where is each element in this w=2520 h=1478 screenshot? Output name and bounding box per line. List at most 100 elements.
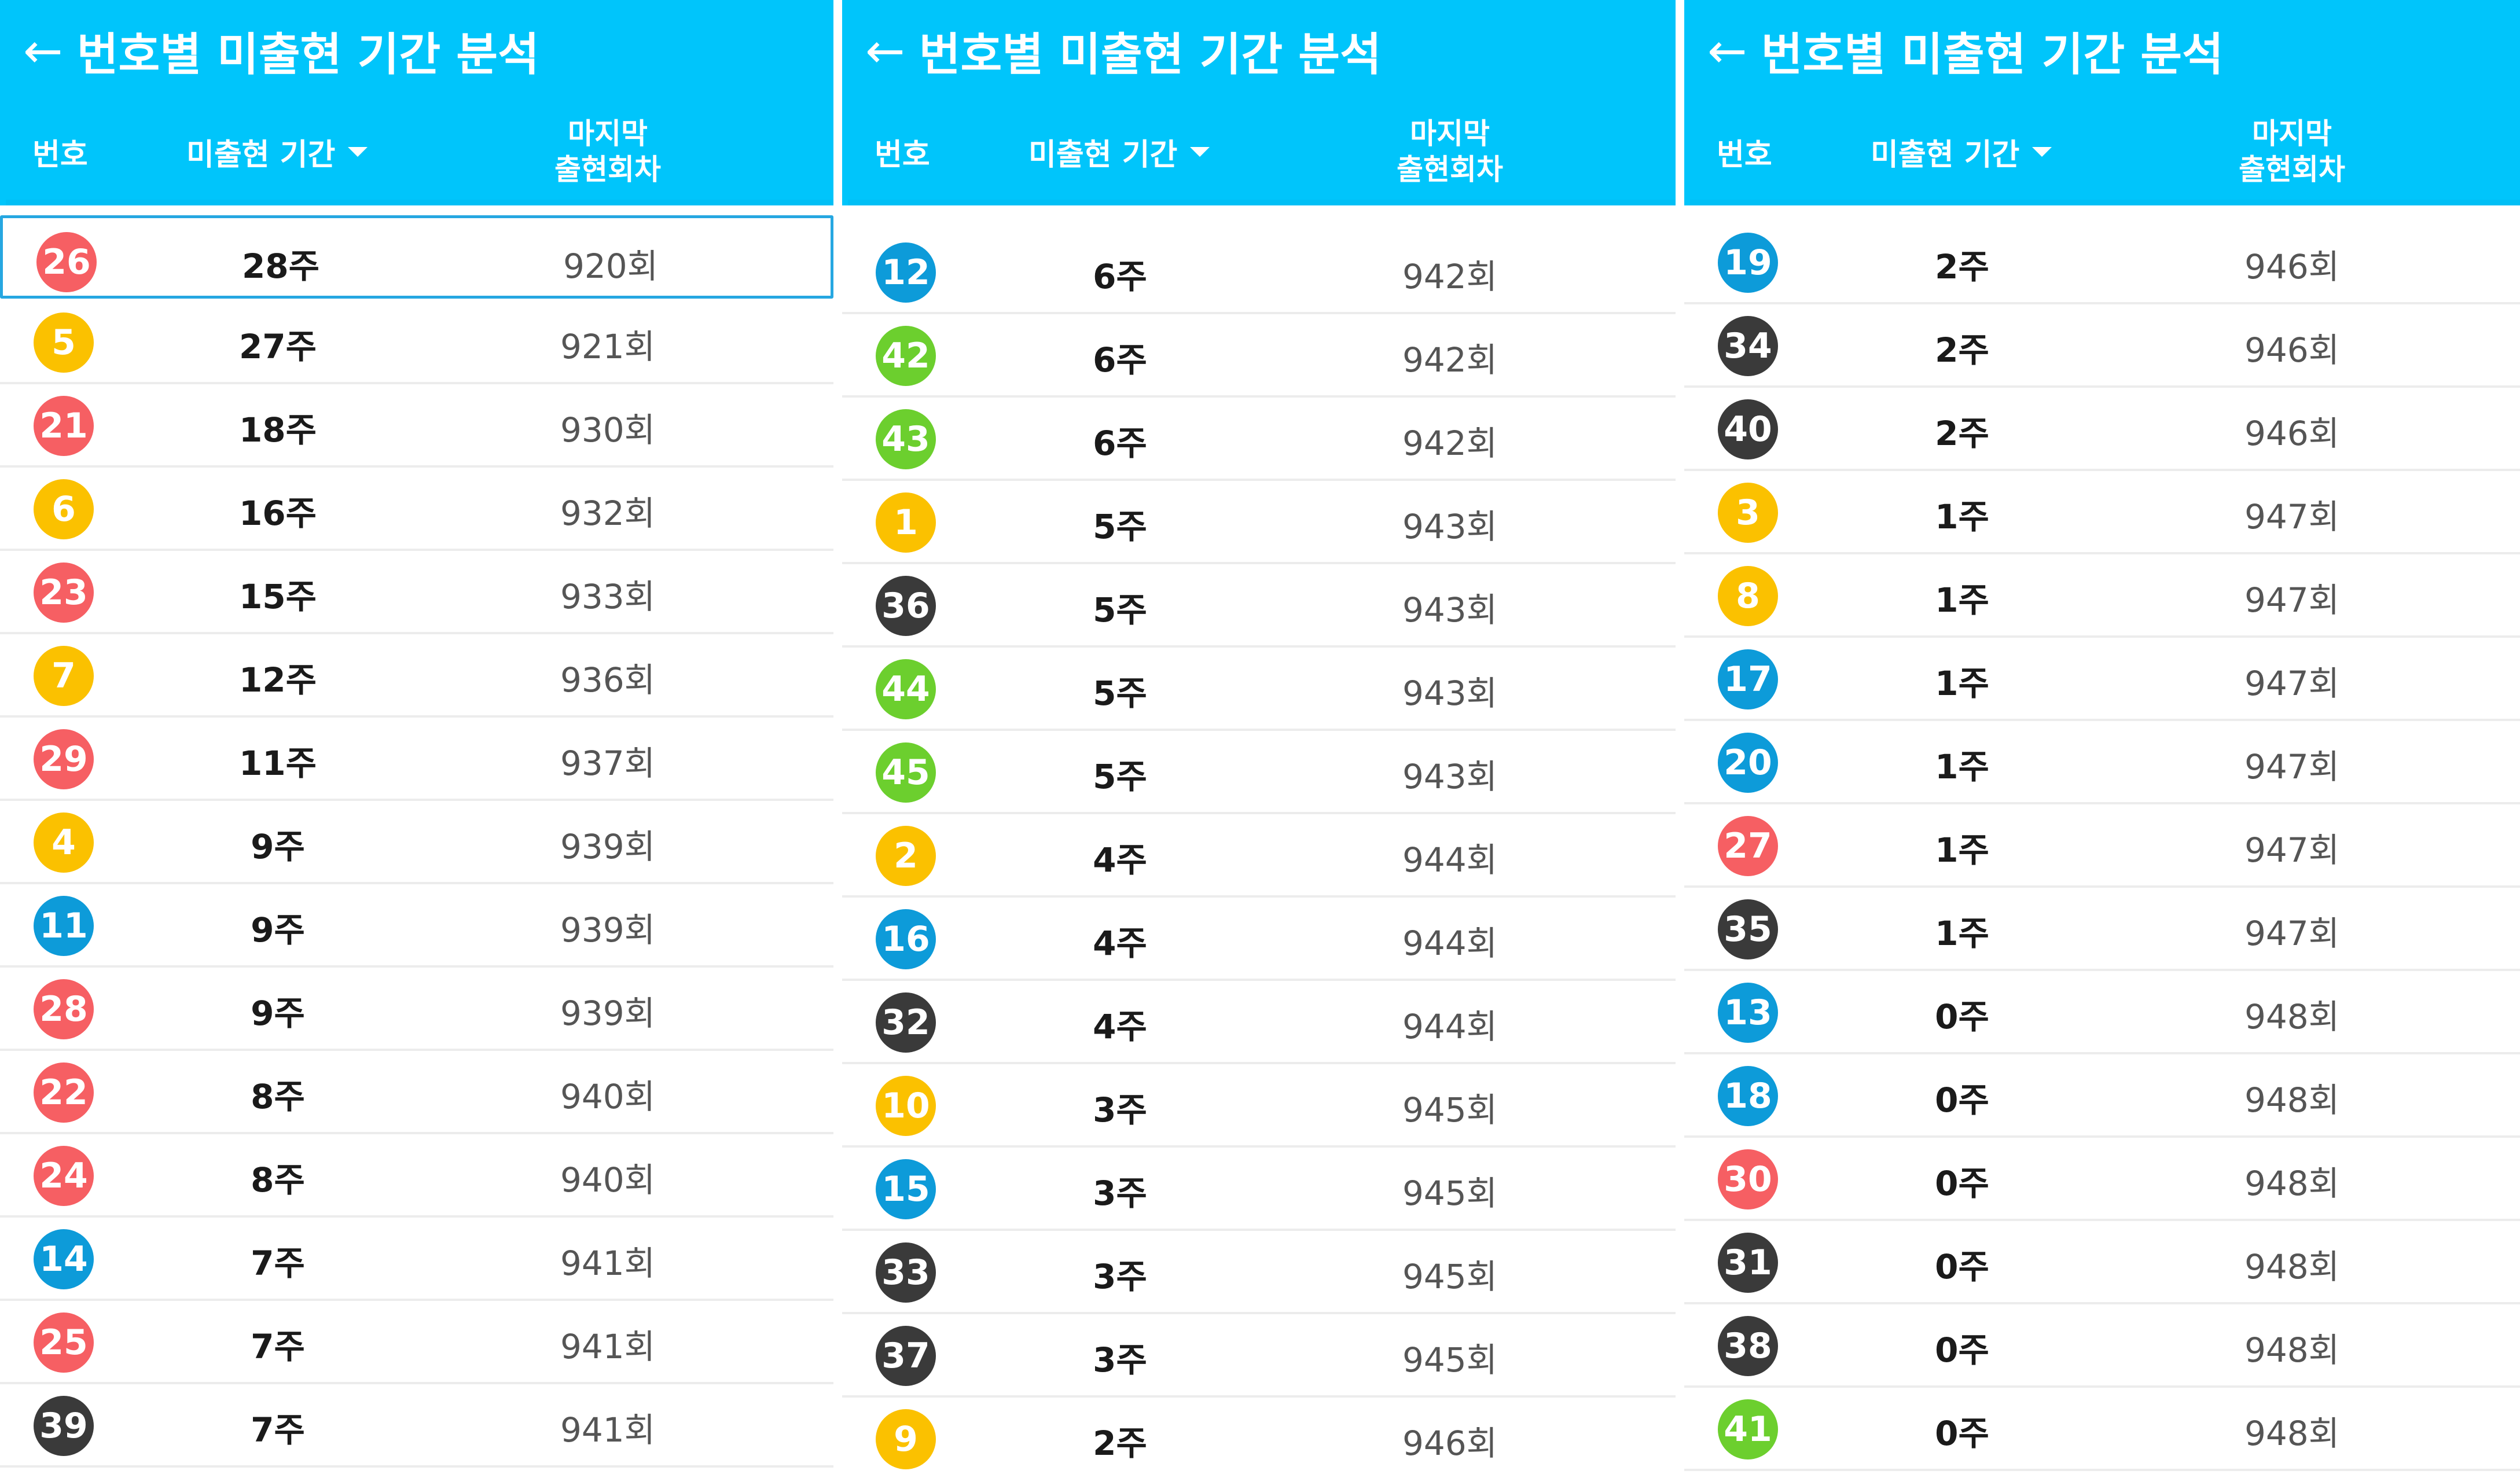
absence-period: 2주 <box>1935 247 1989 286</box>
list-row[interactable]: 26 28주 920회 <box>0 215 833 299</box>
list-row[interactable]: 28 9주 939회 <box>0 965 833 1051</box>
list-row[interactable]: 39 7주 941회 <box>0 1382 833 1468</box>
absence-period: 15주 <box>238 577 317 616</box>
list-row[interactable]: 30 0주 948회 <box>1684 1135 2520 1221</box>
number-ball: 38 <box>1718 1316 1778 1376</box>
list-row[interactable]: 11 9주 939회 <box>0 882 833 968</box>
list-row[interactable]: 13 0주 948회 <box>1684 969 2520 1054</box>
column-headers: 번호 미출현 기간 마지막 출현회차 <box>0 98 833 197</box>
last-draw-round: 944회 <box>1402 840 1498 880</box>
number-ball: 17 <box>1718 649 1778 709</box>
list-row[interactable]: 18 0주 948회 <box>1684 1052 2520 1138</box>
last-draw-round: 943회 <box>1402 757 1498 796</box>
list-row[interactable]: 16 4주 944회 <box>842 895 1676 981</box>
last-draw-round: 947회 <box>2244 914 2340 953</box>
list-row[interactable]: 19 2주 946회 <box>1684 219 2520 304</box>
number-ball: 42 <box>876 326 936 386</box>
column-number[interactable]: 번호 <box>1717 138 1772 172</box>
absence-period: 4주 <box>1093 840 1147 880</box>
list-row[interactable]: 4 9주 939회 <box>0 799 833 884</box>
column-number[interactable]: 번호 <box>875 138 930 172</box>
column-last-draw[interactable]: 마지막 출현회차 <box>1317 116 1583 187</box>
header-divider <box>6 200 833 205</box>
absence-period: 0주 <box>1935 1080 1989 1120</box>
list-row[interactable]: 22 8주 940회 <box>0 1049 833 1134</box>
absence-period: 8주 <box>251 1077 305 1116</box>
list-row[interactable]: 9 2주 946회 <box>842 1395 1676 1478</box>
absence-period: 1주 <box>1935 914 1989 953</box>
column-number[interactable]: 번호 <box>32 138 88 172</box>
last-draw-round: 946회 <box>1402 1424 1498 1463</box>
list-row[interactable]: 12 6주 942회 <box>842 229 1676 314</box>
number-ball: 27 <box>1718 816 1778 876</box>
column-period-sort[interactable]: 미출현 기간 <box>1028 130 1210 174</box>
list-row[interactable]: 40 2주 946회 <box>1684 385 2520 471</box>
column-headers: 번호 미출현 기간 마지막 출현회차 <box>842 98 1676 197</box>
list-row[interactable]: 43 6주 942회 <box>842 395 1676 481</box>
absence-period: 0주 <box>1935 1164 1989 1203</box>
absence-period: 2주 <box>1935 414 1989 453</box>
list-row[interactable]: 24 8주 940회 <box>0 1132 833 1218</box>
column-last-draw[interactable]: 마지막 출현회차 <box>2159 116 2425 187</box>
list-row[interactable]: 15 3주 945회 <box>842 1145 1676 1231</box>
list-row[interactable]: 1 5주 943회 <box>842 479 1676 564</box>
list-row[interactable]: 42 6주 942회 <box>842 312 1676 398</box>
number-ball: 22 <box>34 1062 94 1123</box>
absence-period: 7주 <box>251 1410 305 1450</box>
list-row[interactable]: 21 18주 930회 <box>0 382 833 468</box>
last-draw-round: 933회 <box>560 577 656 616</box>
list-row[interactable]: 17 1주 947회 <box>1684 635 2520 721</box>
list-row[interactable]: 14 7주 941회 <box>0 1215 833 1301</box>
list-row[interactable]: 8 1주 947회 <box>1684 552 2520 638</box>
column-last-line1: 마지막 <box>2252 117 2332 150</box>
back-arrow-icon[interactable]: ← <box>1707 23 1747 79</box>
list-row[interactable]: 2 4주 944회 <box>842 812 1676 898</box>
last-draw-round: 945회 <box>1402 1257 1498 1296</box>
list-row[interactable]: 27 1주 947회 <box>1684 802 2520 888</box>
list-row[interactable]: 32 4주 944회 <box>842 979 1676 1064</box>
list-row[interactable]: 37 3주 945회 <box>842 1312 1676 1398</box>
number-ball: 41 <box>1718 1399 1778 1459</box>
list-row[interactable]: 5 27주 921회 <box>0 299 833 384</box>
column-last-draw[interactable]: 마지막 출현회차 <box>475 116 741 187</box>
absence-period: 1주 <box>1935 580 1989 620</box>
absence-period: 0주 <box>1935 1330 1989 1370</box>
page-title: 번호별 미출현 기간 분석 <box>1761 29 2224 81</box>
header-divider <box>848 200 1676 205</box>
list-row[interactable]: 44 5주 943회 <box>842 645 1676 731</box>
list-row[interactable]: 36 5주 943회 <box>842 562 1676 648</box>
list-row[interactable]: 29 11주 937회 <box>0 715 833 801</box>
number-ball: 6 <box>34 479 94 539</box>
number-ball: 37 <box>876 1326 936 1386</box>
last-draw-round: 941회 <box>560 1327 656 1366</box>
last-draw-round: 948회 <box>2244 1247 2340 1286</box>
header: ← 번호별 미출현 기간 분석 번호 미출현 기간 마지막 출현회차 <box>842 0 1676 205</box>
list-row[interactable]: 20 1주 947회 <box>1684 719 2520 804</box>
last-draw-round: 947회 <box>2244 497 2340 536</box>
list-row[interactable]: 10 3주 945회 <box>842 1062 1676 1148</box>
list-row[interactable]: 7 12주 936회 <box>0 632 833 718</box>
list-row[interactable]: 41 0주 948회 <box>1684 1385 2520 1471</box>
list-row[interactable]: 38 0주 948회 <box>1684 1302 2520 1388</box>
list-row[interactable]: 25 7주 941회 <box>0 1299 833 1384</box>
list-row[interactable]: 33 3주 945회 <box>842 1229 1676 1314</box>
list-row[interactable]: 6 16주 932회 <box>0 465 833 551</box>
last-draw-round: 948회 <box>2244 1164 2340 1203</box>
list-row[interactable]: 3 1주 947회 <box>1684 469 2520 554</box>
number-ball: 29 <box>34 729 94 789</box>
number-ball: 15 <box>876 1159 936 1219</box>
list-row[interactable]: 35 1주 947회 <box>1684 885 2520 971</box>
last-draw-round: 943회 <box>1402 590 1498 630</box>
list-row[interactable]: 45 5주 943회 <box>842 729 1676 814</box>
absence-period: 1주 <box>1935 497 1989 536</box>
column-period-sort[interactable]: 미출현 기간 <box>1871 130 2052 174</box>
list-row[interactable]: 34 2주 946회 <box>1684 302 2520 388</box>
back-arrow-icon[interactable]: ← <box>23 23 63 79</box>
absence-period: 6주 <box>1093 257 1147 296</box>
list-row[interactable]: 31 0주 948회 <box>1684 1219 2520 1304</box>
absence-period: 2주 <box>1093 1424 1147 1463</box>
column-period-sort[interactable]: 미출현 기간 <box>186 130 368 174</box>
header-divider <box>1690 200 2520 205</box>
list-row[interactable]: 23 15주 933회 <box>0 549 833 634</box>
back-arrow-icon[interactable]: ← <box>865 23 905 79</box>
